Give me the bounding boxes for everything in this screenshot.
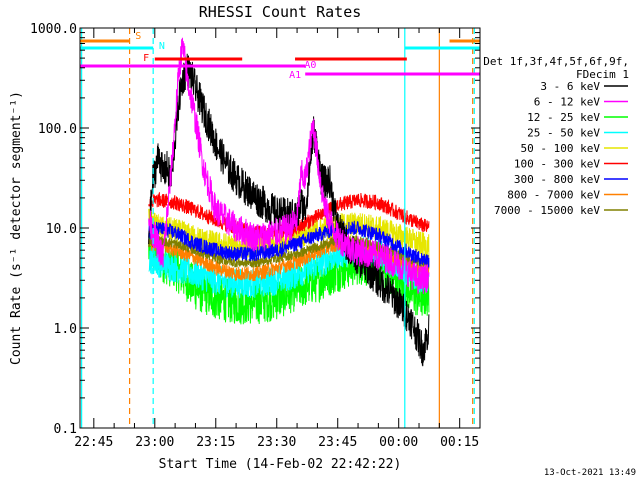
flag-label: A1 bbox=[289, 70, 301, 81]
series-line bbox=[148, 37, 430, 294]
axes: 0.1 1.0 10.0 100.0 1000.0 22:45 23:00 23:15 23:3… bbox=[30, 22, 481, 450]
y-tick-label: 1.0 bbox=[54, 322, 77, 337]
legend: Det 1f,3f,4f,5f,6f,9f,FDecim 13 - 6 keV 6… bbox=[483, 55, 629, 217]
x-tick-label: 23:00 bbox=[135, 435, 174, 450]
legend-label: 300 - 800 keV bbox=[514, 173, 600, 186]
legend-header: Det 1f,3f,4f,5f,6f,9f, bbox=[483, 55, 629, 68]
y-tick-label: 10.0 bbox=[46, 222, 77, 237]
flag-label: N bbox=[159, 41, 165, 52]
legend-label: 6 - 12 keV bbox=[534, 96, 601, 109]
legend-label: 100 - 300 keV bbox=[514, 158, 600, 171]
y-axis-label: Count Rate (s⁻¹ detector segment⁻¹) bbox=[9, 91, 24, 365]
y-tick-label: 100.0 bbox=[38, 122, 77, 137]
flag-label: S bbox=[135, 31, 141, 42]
x-tick-label: 00:00 bbox=[379, 435, 418, 450]
chart-title: RHESSI Count Rates bbox=[199, 3, 362, 21]
flag-label: F bbox=[143, 53, 149, 64]
flag-label: A0 bbox=[304, 60, 316, 71]
legend-label: 25 - 50 keV bbox=[527, 127, 600, 140]
x-tick-label: 00:15 bbox=[440, 435, 479, 450]
series-line bbox=[148, 220, 430, 268]
legend-label: 7000 - 15000 keV bbox=[494, 204, 600, 217]
y-tick-label: 0.1 bbox=[54, 422, 77, 437]
x-tick-label: 23:15 bbox=[196, 435, 235, 450]
legend-label: 800 - 7000 keV bbox=[507, 189, 600, 202]
x-tick-label: 23:45 bbox=[318, 435, 357, 450]
y-tick-label: 1000.0 bbox=[30, 22, 77, 37]
legend-header: FDecim 1 bbox=[576, 68, 629, 81]
x-tick-label: 23:30 bbox=[257, 435, 296, 450]
legend-label: 50 - 100 keV bbox=[521, 142, 601, 155]
footer-timestamp: 13-Oct-2021 13:49 bbox=[544, 468, 636, 478]
data-layer bbox=[148, 37, 430, 367]
legend-label: 12 - 25 keV bbox=[527, 111, 600, 124]
legend-label: 3 - 6 keV bbox=[540, 80, 600, 93]
x-axis-label: Start Time (14-Feb-02 22:42:22) bbox=[159, 457, 402, 472]
x-tick-label: 22:45 bbox=[74, 435, 113, 450]
